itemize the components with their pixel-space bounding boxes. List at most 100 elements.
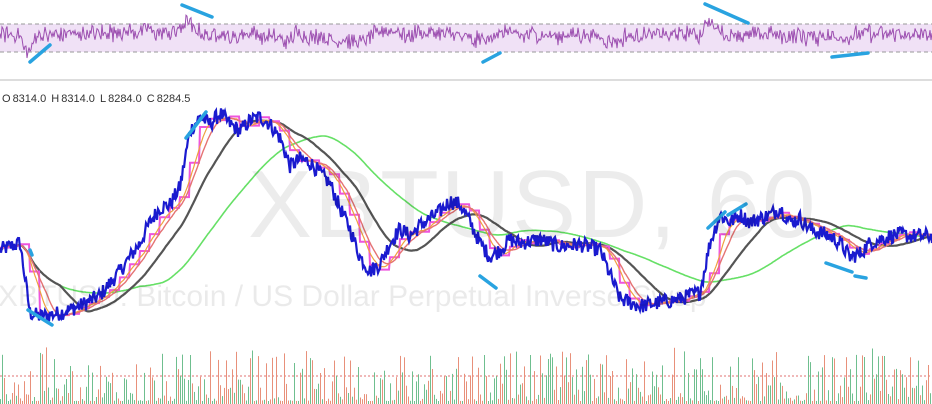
volume-bar — [286, 383, 287, 404]
volume-bar — [164, 395, 165, 404]
volume-bar — [204, 379, 205, 404]
volume-bar — [876, 374, 877, 404]
volume-bar — [500, 363, 501, 404]
volume-bar — [390, 383, 391, 404]
volume-bar — [568, 382, 569, 404]
volume-bar — [840, 385, 841, 404]
volume-bar — [900, 370, 901, 404]
volume-bar — [542, 373, 543, 404]
volume-bar — [44, 390, 45, 404]
volume-bar — [864, 357, 865, 404]
annotation-marks — [26, 2, 870, 327]
annotation-mark-8[interactable] — [478, 274, 498, 290]
volume-bar — [734, 397, 735, 404]
annotation-mark-6[interactable] — [26, 308, 54, 327]
volume-bar — [190, 355, 191, 404]
volume-bar — [518, 394, 519, 404]
volume-bar — [692, 400, 693, 404]
volume-bar — [268, 401, 269, 404]
volume-bar — [608, 397, 609, 404]
volume-bar — [348, 393, 349, 404]
volume-bar — [410, 400, 411, 404]
volume-bar — [196, 400, 197, 404]
volume-bar — [32, 401, 33, 404]
volume-bar — [836, 401, 837, 404]
volume-bar — [38, 400, 39, 404]
volume-bar — [896, 368, 897, 404]
volume-bar — [90, 400, 91, 404]
volume-bar — [248, 386, 249, 404]
annotation-mark-7[interactable] — [184, 110, 208, 140]
volume-bar — [644, 361, 645, 404]
volume-bar — [152, 377, 153, 404]
volume-bar — [310, 358, 311, 404]
volume-bar — [812, 401, 813, 404]
volume-bar — [488, 401, 489, 404]
volume-bar — [514, 398, 515, 404]
volume-bar — [154, 380, 155, 404]
volume-bar — [550, 353, 551, 404]
volume-bar — [528, 400, 529, 404]
volume-bar — [722, 398, 723, 404]
volume-bar — [358, 367, 359, 404]
rsi-pane — [0, 14, 932, 59]
volume-bar — [192, 383, 193, 404]
volume-bar — [352, 396, 353, 404]
volume-bar — [56, 388, 57, 404]
main-pane — [0, 2, 932, 327]
annotation-mark-11[interactable] — [824, 261, 854, 274]
volume-bar — [346, 387, 347, 404]
volume-bar — [732, 385, 733, 404]
annotation-mark-9[interactable] — [706, 210, 727, 230]
volume-bar — [420, 400, 421, 404]
volume-bar — [284, 353, 285, 404]
volume-bar — [736, 388, 737, 404]
volume-bar — [200, 376, 201, 404]
volume-bar — [768, 385, 769, 404]
volume-bar — [326, 401, 327, 404]
volume-bar — [832, 357, 833, 404]
volume-bar — [886, 379, 887, 404]
volume-bar — [578, 389, 579, 404]
volume-bar — [564, 376, 565, 404]
annotation-mark-10[interactable] — [726, 202, 748, 217]
volume-bar — [118, 398, 119, 404]
volume-bar — [278, 397, 279, 404]
volume-bar — [252, 350, 253, 404]
volume-bar — [922, 385, 923, 404]
volume-bar — [160, 398, 161, 404]
annotation-mark-5[interactable] — [830, 51, 870, 59]
volume-bar — [838, 393, 839, 404]
annotation-mark-4[interactable] — [703, 2, 750, 25]
annotation-mark-3[interactable] — [481, 51, 502, 64]
volume-bar — [884, 356, 885, 404]
volume-bar — [180, 375, 181, 404]
volume-bar — [126, 379, 127, 404]
volume-bar — [218, 359, 219, 404]
volume-bar — [790, 397, 791, 404]
volume-bar — [182, 354, 183, 404]
volume-bar — [324, 368, 325, 404]
volume-bar — [112, 372, 113, 404]
volume-bar — [124, 378, 125, 404]
volume-bar — [598, 396, 599, 404]
volume-bar — [458, 357, 459, 404]
volume-bar — [656, 374, 657, 404]
volume-bar — [486, 376, 487, 404]
annotation-mark-12[interactable] — [853, 274, 868, 280]
volume-bar — [724, 396, 725, 404]
volume-bar — [62, 396, 63, 404]
volume-bar — [526, 396, 527, 404]
volume-bar — [244, 393, 245, 404]
volume-bar — [718, 401, 719, 404]
volume-bar — [910, 357, 911, 404]
volume-bar — [866, 392, 867, 404]
volume-bar — [316, 389, 317, 404]
volume-bar — [704, 391, 705, 404]
annotation-mark-13[interactable] — [28, 248, 34, 257]
annotation-mark-2[interactable] — [180, 3, 214, 19]
volume-bar — [426, 389, 427, 404]
annotation-mark-1[interactable] — [28, 43, 52, 64]
ohlc-close-value: 8284.5 — [156, 93, 191, 105]
volume-bar — [716, 400, 717, 404]
